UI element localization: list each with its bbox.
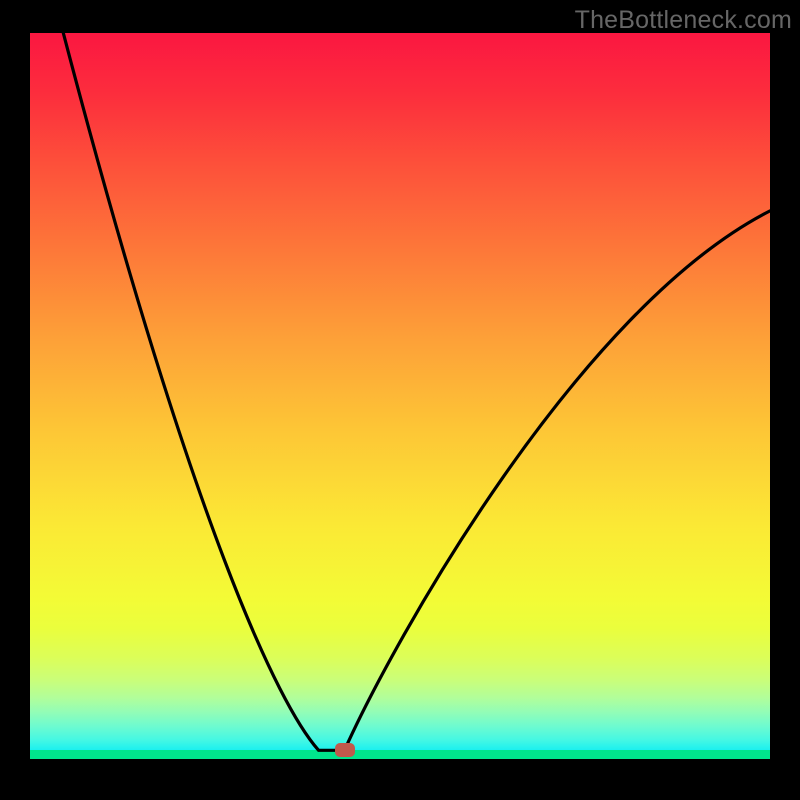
curve-path: [63, 33, 770, 750]
plot-area: [30, 33, 770, 759]
valley-marker: [335, 743, 355, 757]
watermark-text: TheBottleneck.com: [575, 6, 792, 35]
figure-root: TheBottleneck.com: [0, 0, 800, 800]
bottleneck-curve: [30, 33, 770, 759]
